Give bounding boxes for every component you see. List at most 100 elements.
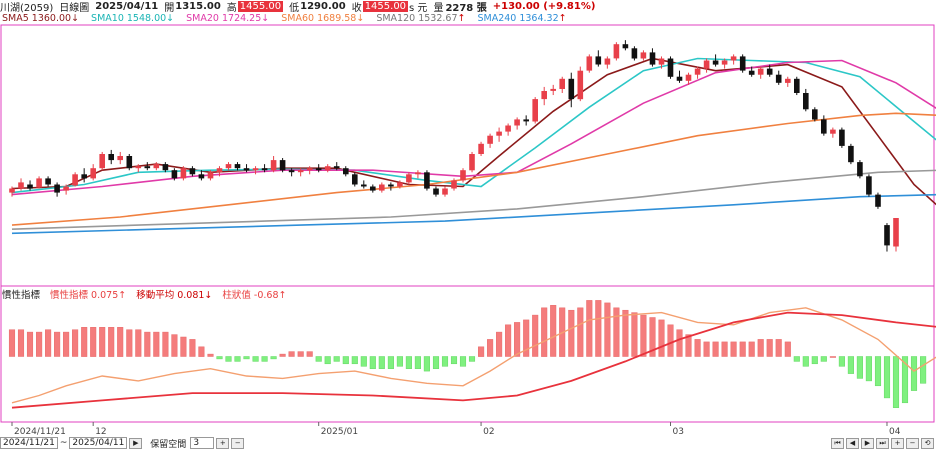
- candle-body: [595, 56, 602, 65]
- osc-histogram-bar: [450, 356, 458, 365]
- zoom-minus-button[interactable]: −: [906, 437, 919, 449]
- candle-body: [478, 143, 484, 154]
- candle-body: [848, 145, 854, 163]
- legend-sma5: SMA5 1360.00↓: [2, 13, 79, 25]
- legend-sma10: SMA10 1548.00↓: [91, 13, 174, 25]
- candle-body: [649, 52, 656, 65]
- osc-histogram-bar: [811, 356, 818, 365]
- candle-body: [90, 168, 96, 179]
- candle-body: [622, 44, 629, 49]
- osc-item-1-arrow: ↑: [118, 290, 127, 301]
- scroll-last-button[interactable]: ⏭: [876, 437, 889, 449]
- osc-histogram-bar: [595, 300, 602, 357]
- osc-histogram-bar: [712, 341, 719, 357]
- sma-line-sma240: [11, 193, 936, 235]
- candle-body: [126, 156, 133, 169]
- osc-histogram-bar: [279, 353, 286, 357]
- osc-histogram-bar: [820, 356, 827, 362]
- osc-histogram-bar: [631, 312, 638, 357]
- osc-histogram-bar: [748, 341, 755, 357]
- candle-body: [63, 186, 69, 191]
- candle-body: [523, 119, 529, 122]
- osc-histogram-bar: [766, 339, 773, 357]
- candle-body: [54, 184, 60, 193]
- candle-body: [361, 184, 367, 187]
- osc-histogram-bar: [99, 327, 106, 357]
- legend-sma5-label: SMA5 1360.00: [2, 13, 72, 24]
- candle-body: [721, 60, 728, 65]
- symbol-label: 川湖(2059): [0, 3, 54, 14]
- scroll-left-button[interactable]: ◀: [846, 437, 859, 449]
- osc-histogram-bar: [847, 356, 854, 374]
- legend-sma240-label: SMA240 1364.32: [477, 13, 559, 24]
- sma-line-sma120: [11, 169, 936, 230]
- candle-body: [189, 168, 196, 175]
- candle-body: [703, 60, 710, 69]
- osc-histogram-bar: [721, 341, 728, 357]
- osc-histogram-bar: [144, 331, 151, 357]
- osc-histogram-bar: [378, 356, 385, 369]
- zoom-in-button[interactable]: +: [216, 437, 230, 449]
- high-caption: 高: [226, 3, 237, 14]
- candle-body: [72, 174, 78, 186]
- candle-body: [785, 78, 791, 83]
- osc-histogram-bar: [126, 329, 133, 357]
- osc-histogram-bar: [784, 341, 791, 357]
- scroll-right-button[interactable]: ▶: [861, 437, 874, 449]
- apply-range-button[interactable]: ▶: [129, 437, 143, 449]
- candle-body: [857, 162, 863, 177]
- osc-histogram-bar: [207, 353, 214, 357]
- candle-body: [306, 168, 313, 171]
- osc-histogram-bar: [459, 356, 467, 367]
- osc-histogram-bar: [342, 356, 349, 365]
- candle-body: [451, 180, 457, 189]
- candle-body: [288, 170, 295, 173]
- x-tick-label: 12: [95, 427, 106, 437]
- zoom-out-button[interactable]: −: [231, 437, 245, 449]
- candle-body: [216, 168, 223, 173]
- candle-body: [36, 178, 42, 188]
- osc-histogram-bar: [658, 319, 665, 357]
- candle-body: [748, 70, 755, 75]
- osc-histogram-bar: [441, 356, 449, 367]
- osc-histogram-bar: [496, 331, 503, 357]
- range-start-field[interactable]: 2024/11/21: [0, 437, 58, 449]
- osc-histogram-bar: [243, 356, 250, 360]
- reset-view-button[interactable]: ⟲: [921, 437, 934, 449]
- osc-histogram-bar: [577, 307, 584, 357]
- candle-body: [532, 99, 538, 122]
- candle-body: [243, 168, 250, 171]
- osc-item-3: 柱狀值 -0.68↑: [222, 287, 286, 301]
- candle-body: [839, 129, 845, 146]
- osc-histogram-bar: [487, 339, 494, 357]
- zoom-plus-button[interactable]: +: [891, 437, 904, 449]
- range-end-field[interactable]: 2025/04/11: [69, 437, 128, 449]
- osc-histogram-bar: [135, 329, 142, 357]
- legend-sma20-arrow: ↓: [261, 13, 270, 24]
- osc-histogram-bar: [874, 356, 882, 387]
- candle-body: [830, 129, 836, 134]
- osc-panel-border: [0, 285, 935, 423]
- keep-space-field[interactable]: 3: [190, 437, 215, 449]
- candle-body: [27, 184, 33, 189]
- osc-histogram-bar: [892, 356, 900, 408]
- range-sep: ~: [59, 438, 68, 448]
- osc-legend: 慣性指標 慣性指標 0.075↑ 移動平均 0.081↓ 柱狀值 -0.68↑: [2, 287, 296, 301]
- osc-histogram-bar: [45, 329, 52, 357]
- osc-histogram-bar: [189, 339, 196, 357]
- candle-body: [379, 184, 385, 191]
- candle-body: [225, 164, 232, 169]
- scroll-first-button[interactable]: ⏮: [831, 437, 844, 449]
- osc-item-3-label: 柱狀值 -0.68: [222, 290, 279, 301]
- unit-label: s 元: [409, 3, 428, 14]
- osc-histogram-bar: [26, 331, 34, 357]
- osc-histogram-bar: [802, 356, 809, 367]
- osc-histogram-bar: [288, 351, 295, 357]
- osc-histogram-bar: [54, 331, 61, 357]
- osc-moving-average-line: [11, 311, 936, 409]
- open-caption: 開: [164, 3, 175, 14]
- legend-sma120-arrow: ↑: [457, 13, 466, 24]
- candle-body: [812, 109, 818, 120]
- volume-caption: 量: [433, 3, 444, 14]
